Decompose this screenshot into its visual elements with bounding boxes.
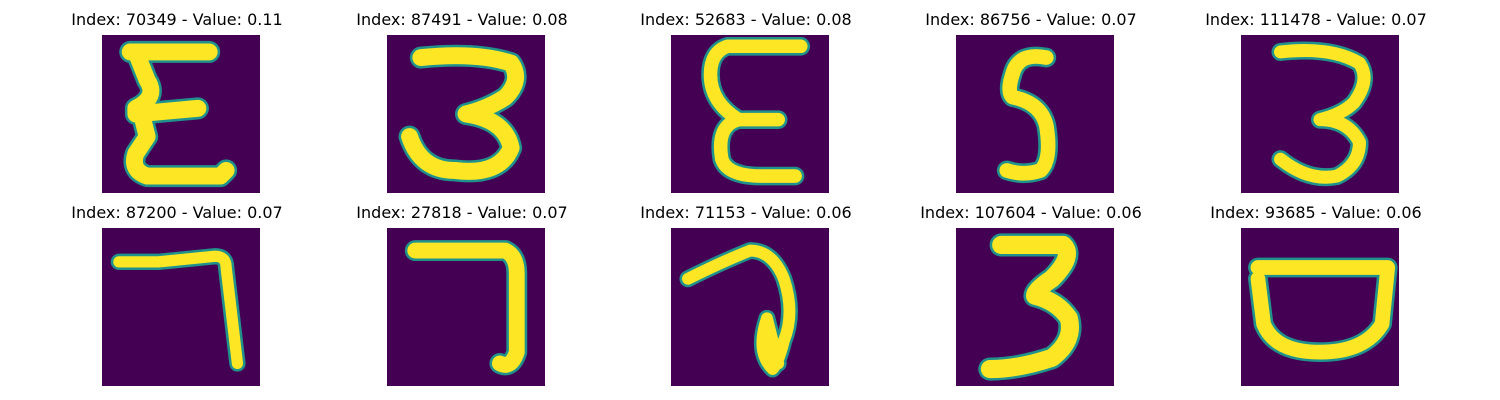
digit-glyph-three-tall <box>956 228 1114 386</box>
digit-panel: Index: 93685 - Value: 0.06 <box>1166 193 1466 386</box>
digit-image <box>671 35 829 193</box>
digit-glyph-epsilon-open <box>671 35 829 193</box>
digit-glyph-three-thin <box>1241 35 1399 193</box>
digit-glyph-seven-loop <box>671 228 829 386</box>
digit-panel: Index: 70349 - Value: 0.11 <box>27 0 327 193</box>
digit-panel: Index: 107604 - Value: 0.06 <box>881 193 1181 386</box>
panel-title: Index: 87491 - Value: 0.08 <box>356 10 568 29</box>
panel-title: Index: 93685 - Value: 0.06 <box>1210 203 1422 222</box>
digit-panel: Index: 111478 - Value: 0.07 <box>1166 0 1466 193</box>
panel-title: Index: 107604 - Value: 0.06 <box>920 203 1142 222</box>
digit-image <box>1241 228 1399 386</box>
digit-glyph-bowl <box>1241 228 1399 386</box>
digit-image <box>387 35 545 193</box>
panel-title: Index: 86756 - Value: 0.07 <box>925 10 1137 29</box>
digit-glyph-three-wide <box>387 35 545 193</box>
panel-title: Index: 27818 - Value: 0.07 <box>356 203 568 222</box>
digit-image <box>956 35 1114 193</box>
digit-panel: Index: 87200 - Value: 0.07 <box>27 193 327 386</box>
digit-glyph-epsilon <box>102 35 260 193</box>
digit-glyph-seven-thick <box>387 228 545 386</box>
digit-glyph-seven-thin <box>102 228 260 386</box>
digit-image <box>1241 35 1399 193</box>
panel-title: Index: 52683 - Value: 0.08 <box>640 10 852 29</box>
panel-title: Index: 71153 - Value: 0.06 <box>640 203 852 222</box>
panel-title: Index: 87200 - Value: 0.07 <box>71 203 283 222</box>
digit-image <box>387 228 545 386</box>
digit-image <box>102 228 260 386</box>
digit-panel: Index: 86756 - Value: 0.07 <box>881 0 1181 193</box>
digit-glyph-five <box>956 35 1114 193</box>
panel-title: Index: 70349 - Value: 0.11 <box>71 10 283 29</box>
digit-panel: Index: 27818 - Value: 0.07 <box>312 193 612 386</box>
digit-image <box>671 228 829 386</box>
digit-image <box>956 228 1114 386</box>
digit-image <box>102 35 260 193</box>
panel-title: Index: 111478 - Value: 0.07 <box>1205 10 1427 29</box>
digit-panel: Index: 87491 - Value: 0.08 <box>312 0 612 193</box>
digit-panel: Index: 52683 - Value: 0.08 <box>596 0 896 193</box>
digit-panel: Index: 71153 - Value: 0.06 <box>596 193 896 386</box>
